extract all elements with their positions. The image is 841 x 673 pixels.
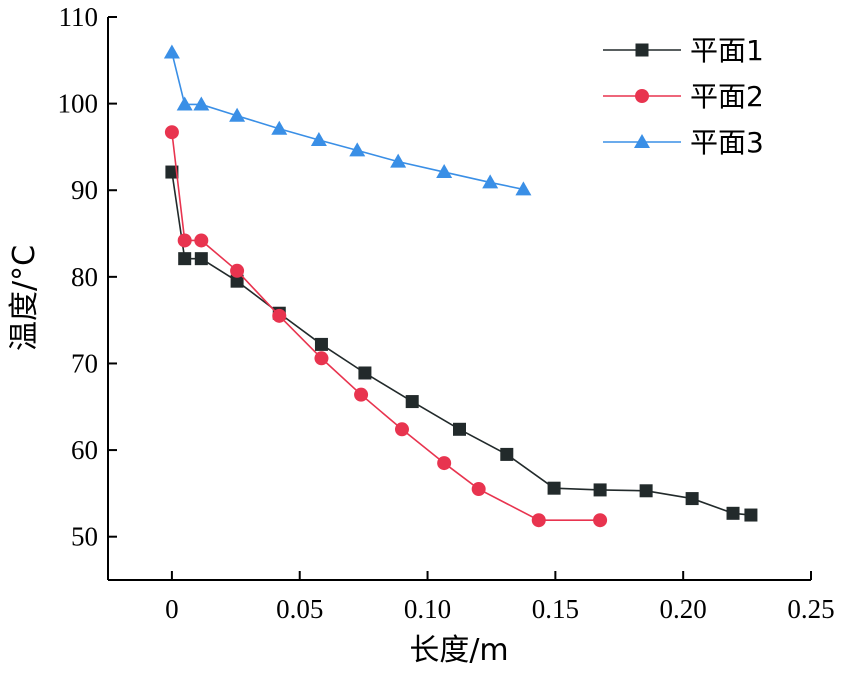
series-1-line [171, 171, 752, 516]
series-3 [163, 44, 532, 196]
series-layer [163, 44, 758, 528]
series-1-point [500, 447, 514, 461]
series-2-point [164, 125, 179, 140]
series-2-point [593, 513, 608, 528]
series-1 [165, 165, 758, 522]
series-2-point [272, 308, 287, 323]
series-2-point [177, 233, 192, 248]
series-1-point [685, 492, 699, 506]
y-tick-label: 60 [71, 435, 98, 465]
series-1-point [744, 508, 758, 522]
y-tick-label: 80 [71, 262, 98, 292]
series-2-line [171, 132, 601, 522]
series-3-point [482, 174, 499, 189]
y-tick-label: 110 [59, 2, 99, 32]
series-1-point [230, 274, 244, 288]
legend-label: 平面1 [690, 34, 764, 67]
series-2-point [354, 387, 369, 402]
x-tick-label: 0.25 [787, 594, 834, 624]
series-3-point [271, 120, 288, 135]
x-ticks: 0 0.05 0.10 0.15 0.20 0.25 [165, 571, 835, 624]
series-1-point [547, 481, 561, 495]
series-1-point [165, 165, 179, 179]
series-2-point [394, 422, 409, 437]
series-1-point [726, 506, 740, 520]
x-tick-label: 0.15 [532, 594, 579, 624]
series-2-point [471, 482, 486, 497]
series-2-point [437, 456, 452, 471]
x-tick-label: 0.10 [404, 594, 451, 624]
legend-swatch-marker [635, 43, 649, 57]
series-3-point [349, 142, 366, 157]
series-1-point [178, 252, 192, 266]
series-1-point [453, 422, 466, 436]
series-1-point [194, 252, 208, 266]
y-tick-label: 90 [71, 175, 98, 205]
y-axis-title: 温度/°C [7, 245, 42, 351]
series-1-point [593, 483, 607, 497]
legend-label: 平面3 [690, 126, 764, 159]
legend-item-1: 平面1 [603, 34, 764, 67]
series-3-point [229, 107, 246, 122]
series-3-line [171, 52, 524, 191]
series-1-point [358, 366, 372, 380]
x-tick-label: 0.20 [660, 594, 707, 624]
legend-label: 平面2 [690, 80, 764, 113]
series-1-point [314, 337, 328, 351]
axes [107, 17, 811, 581]
series-1-point [639, 484, 653, 498]
legend: 平面1 平面2 平面3 [603, 34, 764, 159]
x-axis-title: 长度/m [409, 633, 508, 668]
series-3-point [163, 44, 180, 59]
legend-item-2: 平面2 [603, 80, 764, 113]
x-tick-label: 0.05 [276, 594, 323, 624]
series-3-point [193, 96, 210, 111]
series-3-point [176, 96, 193, 111]
legend-item-3: 平面3 [603, 126, 764, 159]
legend-swatch-marker [635, 89, 649, 103]
series-3-point [390, 153, 407, 168]
y-ticks: 50 60 70 80 90 100 110 [58, 2, 117, 552]
series-2-point [314, 351, 329, 366]
series-1-point [405, 395, 419, 409]
series-2-point [194, 233, 209, 248]
series-2-point [531, 513, 546, 528]
x-tick-label: 0 [165, 594, 179, 624]
series-2-point [230, 263, 245, 278]
y-tick-label: 100 [58, 89, 99, 119]
series-3-point [310, 131, 327, 146]
series-3-point [436, 164, 453, 179]
series-2 [164, 125, 608, 528]
legend-swatch-marker [634, 134, 650, 148]
y-tick-label: 50 [71, 522, 98, 552]
series-3-point [515, 181, 532, 196]
y-tick-label: 70 [71, 348, 98, 378]
